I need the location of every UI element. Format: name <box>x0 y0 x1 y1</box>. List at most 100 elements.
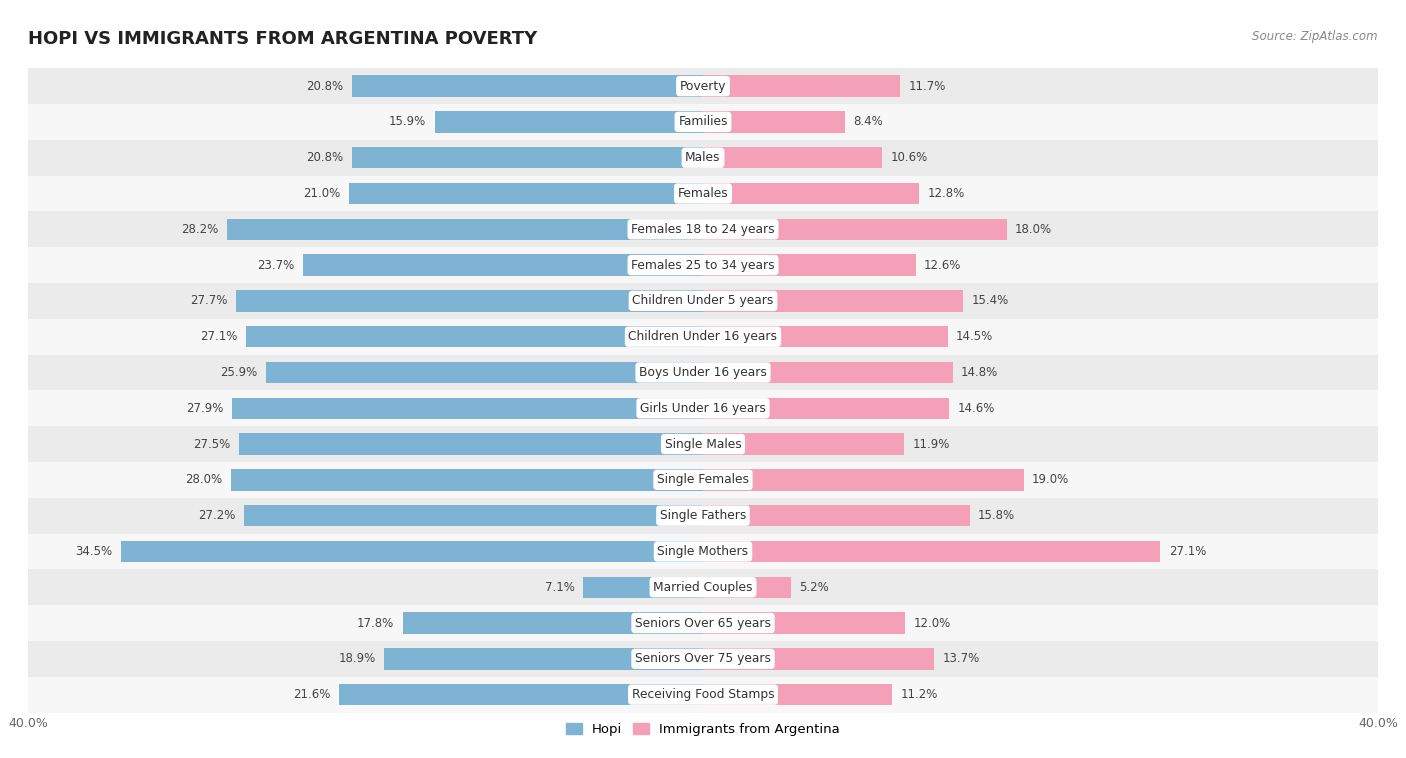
Text: 14.8%: 14.8% <box>962 366 998 379</box>
Text: 21.0%: 21.0% <box>304 187 340 200</box>
Bar <box>28 390 1378 426</box>
Bar <box>703 469 1024 490</box>
Bar <box>703 577 790 598</box>
Text: 23.7%: 23.7% <box>257 258 295 271</box>
Bar <box>28 569 1378 605</box>
Text: 15.4%: 15.4% <box>972 294 1008 308</box>
Bar <box>28 104 1378 139</box>
Text: 11.2%: 11.2% <box>900 688 938 701</box>
Bar <box>703 648 934 669</box>
Text: 12.8%: 12.8% <box>928 187 965 200</box>
Bar <box>703 290 963 312</box>
Text: 21.6%: 21.6% <box>292 688 330 701</box>
Bar <box>349 183 703 204</box>
Text: 7.1%: 7.1% <box>546 581 575 594</box>
Legend: Hopi, Immigrants from Argentina: Hopi, Immigrants from Argentina <box>561 718 845 741</box>
Text: 14.6%: 14.6% <box>957 402 995 415</box>
Bar <box>266 362 703 384</box>
Bar <box>28 319 1378 355</box>
Text: Children Under 5 years: Children Under 5 years <box>633 294 773 308</box>
Text: Seniors Over 65 years: Seniors Over 65 years <box>636 616 770 630</box>
Bar <box>28 677 1378 713</box>
Text: Females 18 to 24 years: Females 18 to 24 years <box>631 223 775 236</box>
Text: Males: Males <box>685 151 721 164</box>
Bar <box>352 147 703 168</box>
Bar <box>703 540 1160 562</box>
Bar <box>28 605 1378 641</box>
Bar <box>703 111 845 133</box>
Text: 27.7%: 27.7% <box>190 294 228 308</box>
Bar <box>28 462 1378 498</box>
Text: Females: Females <box>678 187 728 200</box>
Text: 11.7%: 11.7% <box>908 80 946 92</box>
Text: Girls Under 16 years: Girls Under 16 years <box>640 402 766 415</box>
Bar <box>703 434 904 455</box>
Bar <box>703 255 915 276</box>
Text: Married Couples: Married Couples <box>654 581 752 594</box>
Bar <box>28 176 1378 211</box>
Bar <box>703 684 891 706</box>
Text: 28.2%: 28.2% <box>181 223 219 236</box>
Text: 27.1%: 27.1% <box>1168 545 1206 558</box>
Text: Boys Under 16 years: Boys Under 16 years <box>640 366 766 379</box>
Text: Single Mothers: Single Mothers <box>658 545 748 558</box>
Bar <box>28 247 1378 283</box>
Text: 28.0%: 28.0% <box>186 473 222 487</box>
Bar <box>703 362 953 384</box>
Text: Families: Families <box>678 115 728 128</box>
Bar <box>703 75 900 97</box>
Bar <box>703 397 949 419</box>
Bar <box>703 505 970 526</box>
Text: 5.2%: 5.2% <box>799 581 830 594</box>
Text: 18.9%: 18.9% <box>339 653 375 666</box>
Bar <box>402 612 703 634</box>
Bar <box>703 218 1007 240</box>
Bar <box>703 612 905 634</box>
Text: Receiving Food Stamps: Receiving Food Stamps <box>631 688 775 701</box>
Bar <box>703 326 948 347</box>
Bar <box>28 641 1378 677</box>
Bar <box>239 434 703 455</box>
Text: Children Under 16 years: Children Under 16 years <box>628 330 778 343</box>
Bar <box>434 111 703 133</box>
Bar <box>245 505 703 526</box>
Bar <box>28 426 1378 462</box>
Bar <box>352 75 703 97</box>
Text: Source: ZipAtlas.com: Source: ZipAtlas.com <box>1253 30 1378 43</box>
Text: Seniors Over 75 years: Seniors Over 75 years <box>636 653 770 666</box>
Bar <box>703 183 920 204</box>
Bar <box>232 397 703 419</box>
Text: 27.5%: 27.5% <box>194 437 231 450</box>
Text: HOPI VS IMMIGRANTS FROM ARGENTINA POVERTY: HOPI VS IMMIGRANTS FROM ARGENTINA POVERT… <box>28 30 537 49</box>
Bar <box>339 684 703 706</box>
Text: Females 25 to 34 years: Females 25 to 34 years <box>631 258 775 271</box>
Bar <box>28 534 1378 569</box>
Bar <box>231 469 703 490</box>
Bar <box>28 139 1378 176</box>
Bar <box>228 218 703 240</box>
Bar <box>28 211 1378 247</box>
Text: 27.2%: 27.2% <box>198 509 236 522</box>
Text: 18.0%: 18.0% <box>1015 223 1052 236</box>
Text: 14.5%: 14.5% <box>956 330 993 343</box>
Text: 20.8%: 20.8% <box>307 151 343 164</box>
Text: 8.4%: 8.4% <box>853 115 883 128</box>
Text: 11.9%: 11.9% <box>912 437 949 450</box>
Text: 13.7%: 13.7% <box>942 653 980 666</box>
Text: 12.0%: 12.0% <box>914 616 950 630</box>
Bar <box>583 577 703 598</box>
Text: 27.1%: 27.1% <box>200 330 238 343</box>
Bar <box>384 648 703 669</box>
Text: Single Females: Single Females <box>657 473 749 487</box>
Text: 34.5%: 34.5% <box>76 545 112 558</box>
Bar <box>246 326 703 347</box>
Text: 15.9%: 15.9% <box>389 115 426 128</box>
Bar <box>121 540 703 562</box>
Bar <box>236 290 703 312</box>
Bar <box>304 255 703 276</box>
Bar <box>28 355 1378 390</box>
Text: 27.9%: 27.9% <box>187 402 224 415</box>
Text: 20.8%: 20.8% <box>307 80 343 92</box>
Bar <box>28 498 1378 534</box>
Text: 15.8%: 15.8% <box>979 509 1015 522</box>
